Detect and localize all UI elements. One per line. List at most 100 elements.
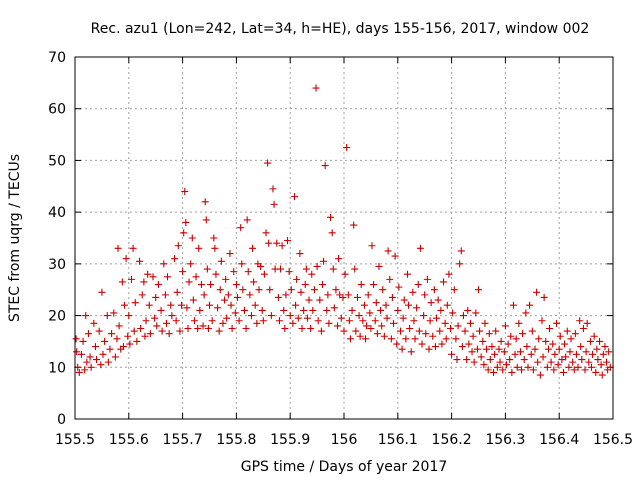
data-point [305, 296, 313, 304]
data-point [527, 350, 535, 358]
data-point [362, 335, 370, 343]
data-point [215, 327, 223, 335]
data-point [232, 281, 240, 289]
data-point [310, 286, 318, 294]
data-point [506, 356, 514, 364]
data-point [590, 332, 598, 340]
data-point [181, 187, 189, 195]
data-point [82, 312, 90, 320]
y-tick-label: 40 [48, 205, 66, 221]
data-point [378, 322, 386, 330]
data-point [212, 270, 220, 278]
data-point [84, 330, 92, 338]
data-point [370, 281, 378, 289]
data-point [512, 335, 520, 343]
data-point [259, 317, 267, 325]
data-point [518, 366, 526, 374]
data-point [79, 337, 87, 345]
x-tick-label: 156.4 [539, 432, 579, 448]
data-point [250, 278, 258, 286]
data-point [136, 257, 144, 265]
data-point [176, 327, 184, 335]
data-point [357, 281, 365, 289]
data-point [160, 260, 168, 268]
data-point [592, 368, 600, 376]
data-point [253, 319, 261, 327]
data-point [307, 325, 315, 332]
data-point [493, 363, 501, 371]
data-point [454, 322, 462, 330]
data-point [312, 84, 320, 92]
data-point [106, 345, 114, 353]
data-point [343, 144, 351, 151]
plot-frame [74, 56, 614, 420]
data-point [154, 281, 162, 289]
data-point [456, 260, 464, 268]
data-point [301, 281, 309, 289]
data-point [303, 314, 311, 322]
data-point [366, 309, 374, 317]
data-point [431, 343, 439, 351]
data-point [300, 306, 308, 314]
data-point [485, 330, 493, 338]
data-point [167, 301, 175, 309]
data-point [346, 335, 354, 343]
data-point [553, 319, 561, 327]
data-point [426, 317, 434, 325]
data-point [442, 335, 450, 343]
data-point [226, 250, 234, 258]
data-point [415, 327, 423, 335]
data-point [249, 244, 257, 252]
data-point [500, 348, 508, 356]
data-point [504, 340, 512, 348]
data-point [335, 255, 343, 263]
data-point [447, 325, 455, 332]
data-point [240, 306, 248, 314]
data-point [472, 309, 480, 317]
data-point [101, 337, 109, 345]
data-point [239, 286, 247, 294]
data-point [110, 309, 118, 317]
data-point [351, 265, 359, 273]
data-point [589, 350, 597, 358]
data-point [422, 330, 430, 338]
data-point [91, 343, 99, 351]
data-point [388, 293, 396, 301]
data-point [534, 358, 542, 366]
data-point [237, 224, 245, 232]
data-point [317, 327, 325, 335]
data-point [528, 327, 536, 335]
data-point [81, 366, 89, 374]
data-point [285, 268, 293, 276]
data-point [203, 265, 211, 273]
data-point [470, 358, 478, 366]
data-point [200, 291, 208, 299]
x-tick-label: 155.6 [109, 432, 149, 448]
data-point [178, 301, 186, 309]
data-point [313, 262, 321, 270]
data-point [330, 304, 338, 312]
data-point [423, 275, 431, 283]
data-point [496, 358, 504, 366]
data-point [224, 291, 232, 299]
data-point [292, 301, 300, 309]
data-point [185, 278, 193, 286]
data-point [161, 291, 169, 299]
data-point [289, 319, 297, 327]
data-point [294, 314, 302, 322]
data-point [328, 229, 336, 237]
data-point [244, 268, 252, 276]
data-point [230, 268, 238, 276]
data-point [577, 343, 585, 351]
data-point [371, 317, 379, 325]
data-point [544, 345, 552, 353]
data-point [238, 260, 246, 268]
data-point [119, 343, 127, 351]
x-tick-label: 155.7 [163, 432, 203, 448]
data-point [210, 234, 218, 242]
data-point [189, 296, 197, 304]
data-point [418, 340, 426, 348]
data-point [450, 286, 458, 294]
data-point [77, 350, 85, 358]
data-point [350, 221, 358, 229]
